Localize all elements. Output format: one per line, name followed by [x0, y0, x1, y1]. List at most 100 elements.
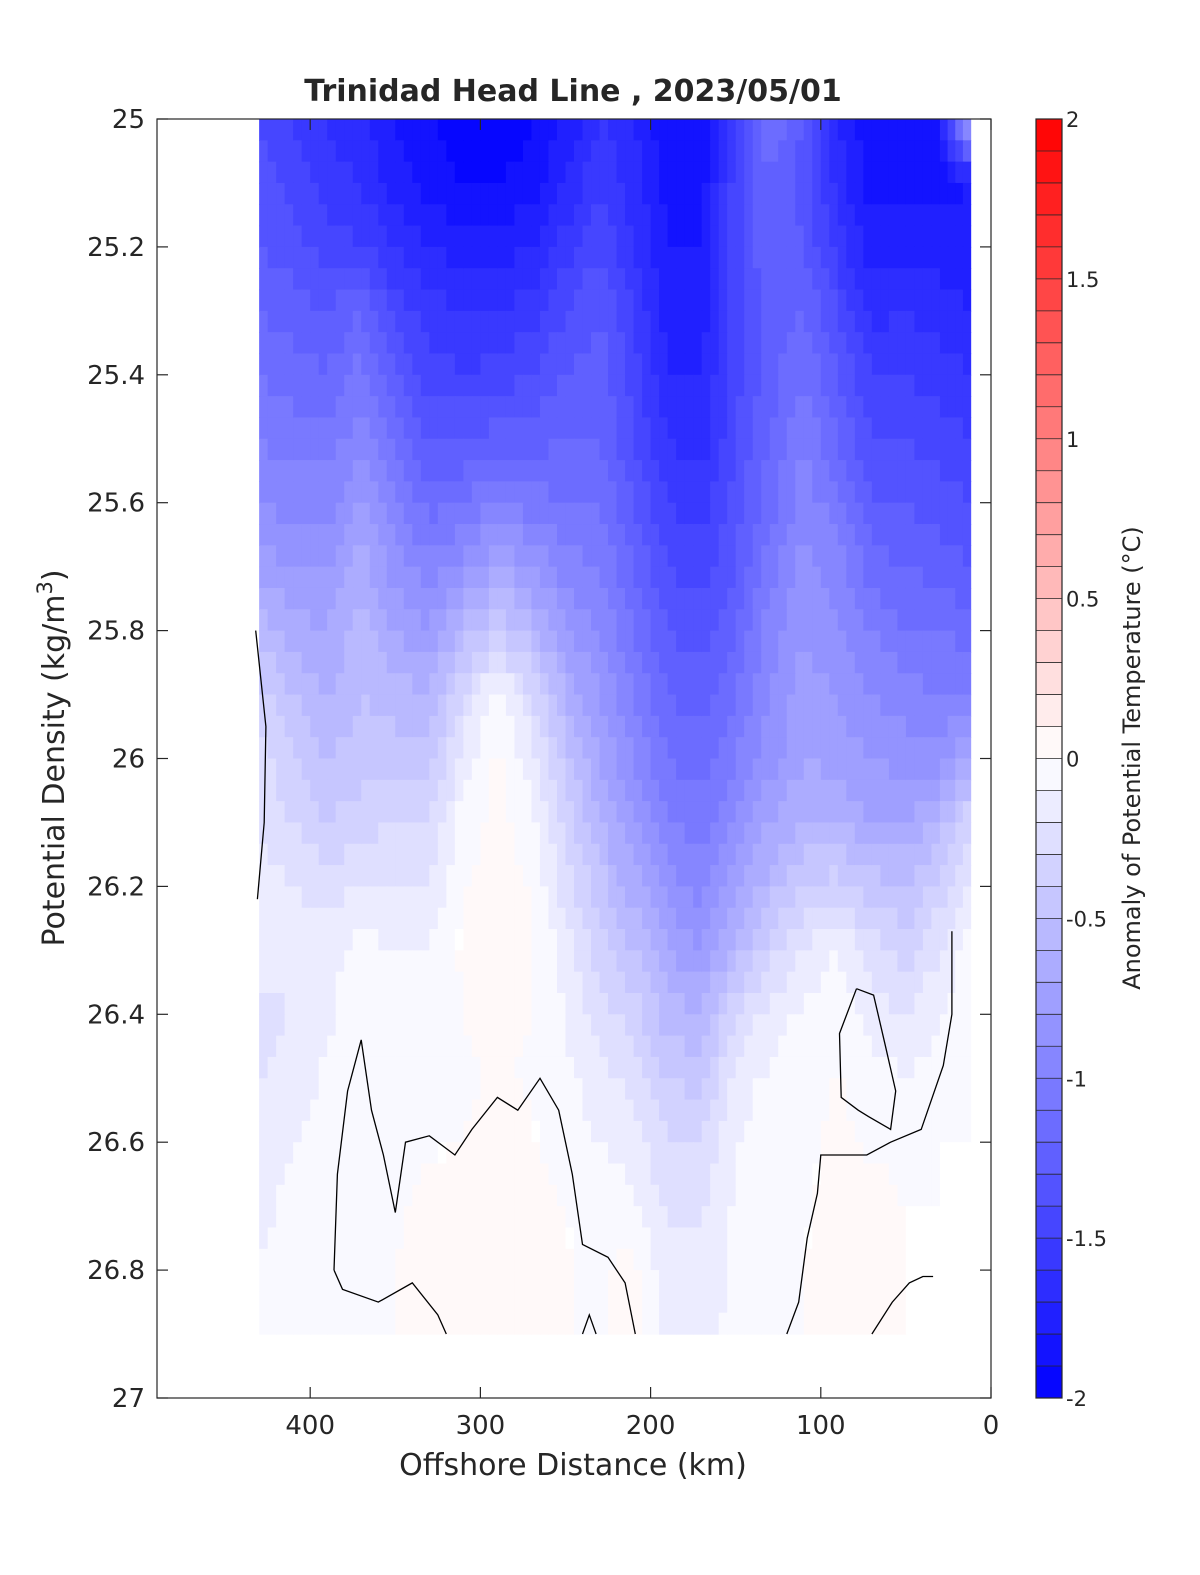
- anomaly-cell: [786, 225, 796, 248]
- anomaly-cell: [820, 566, 830, 589]
- anomaly-cell: [446, 886, 456, 909]
- anomaly-cell: [591, 1291, 601, 1314]
- anomaly-cell: [565, 673, 575, 696]
- x-tick-label: 200: [626, 1411, 676, 1441]
- anomaly-cell: [505, 1014, 516, 1037]
- anomaly-cell: [642, 566, 652, 589]
- anomaly-cell: [565, 161, 575, 184]
- anomaly-cell: [539, 289, 550, 312]
- anomaly-cell: [497, 1099, 507, 1122]
- anomaly-cell: [539, 1056, 550, 1079]
- anomaly-cell: [608, 438, 618, 461]
- anomaly-cell: [735, 524, 745, 546]
- anomaly-cell: [812, 609, 822, 632]
- anomaly-cell: [412, 140, 422, 163]
- anomaly-cell: [939, 374, 949, 397]
- anomaly-cell: [693, 1227, 703, 1250]
- anomaly-cell: [667, 950, 677, 973]
- anomaly-cell: [352, 1184, 362, 1207]
- anomaly-cell: [574, 1056, 584, 1079]
- anomaly-cell: [718, 1163, 728, 1186]
- anomaly-cell: [412, 1206, 422, 1229]
- anomaly-cell: [284, 289, 294, 312]
- anomaly-cell: [684, 1163, 694, 1186]
- anomaly-cell: [608, 737, 618, 760]
- anomaly-cell: [962, 1206, 972, 1229]
- anomaly-cell: [488, 822, 499, 845]
- anomaly-cell: [897, 886, 907, 909]
- anomaly-cell: [480, 865, 490, 887]
- anomaly-cell: [846, 1163, 856, 1186]
- anomaly-cell: [599, 353, 609, 376]
- anomaly-cell: [693, 865, 703, 887]
- anomaly-cell: [684, 907, 694, 930]
- anomaly-cell: [667, 1248, 677, 1271]
- anomaly-cell: [471, 865, 481, 887]
- anomaly-cell: [735, 438, 745, 461]
- anomaly-cell: [505, 673, 516, 696]
- anomaly-cell: [488, 1270, 499, 1293]
- anomaly-cell: [582, 1163, 592, 1186]
- anomaly-cell: [642, 502, 652, 525]
- anomaly-cell: [795, 950, 805, 973]
- anomaly-cell: [412, 225, 422, 248]
- anomaly-cell: [888, 609, 898, 632]
- anomaly-cell: [548, 460, 558, 482]
- anomaly-cell: [778, 630, 788, 653]
- anomaly-cell: [778, 737, 788, 760]
- anomaly-cell: [659, 907, 669, 930]
- anomaly-cell: [761, 1056, 771, 1079]
- anomaly-cell: [761, 481, 771, 504]
- anomaly-cell: [488, 566, 499, 589]
- anomaly-cell: [284, 801, 294, 824]
- anomaly-cell: [786, 119, 796, 141]
- anomaly-cell: [497, 630, 507, 653]
- y-axis-label: Potential Density (kg/m3): [33, 569, 72, 946]
- anomaly-cell: [514, 246, 524, 269]
- anomaly-cell: [522, 992, 533, 1015]
- anomaly-cell: [420, 1099, 430, 1122]
- anomaly-cell: [463, 1099, 473, 1122]
- anomaly-cell: [454, 992, 464, 1015]
- anomaly-cell: [395, 566, 405, 589]
- anomaly-cell: [744, 140, 754, 163]
- anomaly-cell: [497, 1270, 507, 1293]
- anomaly-cell: [880, 822, 890, 845]
- anomaly-cell: [386, 758, 396, 781]
- anomaly-cell: [642, 460, 652, 482]
- anomaly-cell: [795, 1227, 805, 1250]
- anomaly-cell: [863, 609, 873, 632]
- anomaly-cell: [267, 758, 277, 781]
- anomaly-cell: [378, 545, 388, 568]
- anomaly-cell: [922, 971, 933, 994]
- anomaly-cell: [727, 801, 737, 824]
- anomaly-cell: [574, 225, 584, 248]
- anomaly-cell: [488, 992, 499, 1015]
- anomaly-cell: [820, 1078, 830, 1101]
- anomaly-cell: [693, 460, 703, 482]
- anomaly-cell: [437, 438, 447, 461]
- anomaly-cell: [310, 609, 320, 632]
- anomaly-cell: [888, 950, 898, 973]
- anomaly-cell: [667, 630, 677, 653]
- anomaly-cell: [616, 651, 626, 674]
- anomaly-cell: [514, 332, 524, 355]
- anomaly-cell: [310, 694, 320, 717]
- anomaly-cell: [744, 374, 754, 397]
- anomaly-cell: [837, 822, 847, 845]
- anomaly-cell: [574, 609, 584, 632]
- anomaly-cell: [684, 1014, 694, 1037]
- anomaly-cell: [667, 907, 677, 930]
- anomaly-cell: [420, 822, 430, 845]
- anomaly-cell: [344, 204, 354, 227]
- anomaly-cell: [591, 524, 601, 546]
- anomaly-cell: [922, 353, 933, 376]
- anomaly-cell: [659, 417, 669, 440]
- anomaly-cell: [582, 1014, 592, 1037]
- anomaly-cell: [693, 1248, 703, 1271]
- anomaly-cell: [369, 651, 379, 674]
- anomaly-cell: [897, 246, 907, 269]
- anomaly-cell: [310, 502, 320, 525]
- anomaly-cell: [480, 502, 490, 525]
- anomaly-cell: [480, 417, 490, 440]
